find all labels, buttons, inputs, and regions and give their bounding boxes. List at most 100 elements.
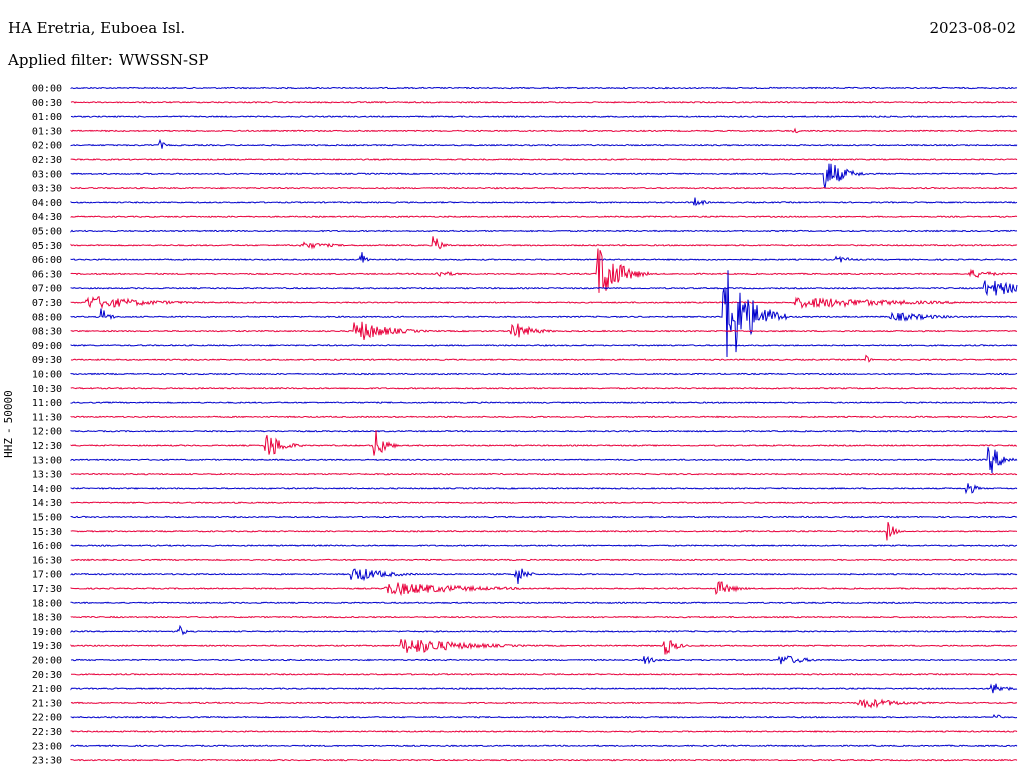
- time-tick-label: 11:30: [32, 412, 62, 423]
- trace-line: [70, 615, 1018, 619]
- date-label: 2023-08-02: [929, 19, 1016, 37]
- time-tick-label: 23:30: [32, 756, 62, 767]
- trace-line: [70, 86, 1018, 90]
- time-tick-label: 15:30: [32, 527, 62, 538]
- trace-line: [70, 386, 1018, 390]
- time-tick-label: 08:30: [32, 327, 62, 338]
- time-tick-label: 21:30: [32, 698, 62, 709]
- trace-line: [70, 558, 1018, 562]
- trace-line: [70, 601, 1018, 605]
- trace-line: [70, 639, 1018, 655]
- trace-line: [70, 197, 1018, 207]
- time-tick-label: 20:00: [32, 656, 62, 667]
- trace-line: [70, 127, 1018, 134]
- time-tick-label: 12:00: [32, 427, 62, 438]
- trace-line: [70, 447, 1018, 474]
- time-tick-label: 17:00: [32, 570, 62, 581]
- trace-line: [71, 672, 1018, 676]
- time-tick-label: 09:00: [32, 341, 62, 352]
- trace-line: [70, 372, 1018, 376]
- trace-line: [70, 280, 1018, 297]
- trace-line: [70, 252, 1018, 263]
- time-tick-label: 17:30: [32, 584, 62, 595]
- time-tick-label: 04:00: [32, 198, 62, 209]
- trace-line: [70, 429, 1018, 433]
- time-tick-label: 21:00: [32, 684, 62, 695]
- time-tick-label: 13:00: [32, 455, 62, 466]
- trace-line: [70, 472, 1018, 476]
- trace-line: [70, 568, 1018, 585]
- trace-line: [70, 186, 1018, 190]
- time-tick-label: 19:30: [32, 641, 62, 652]
- time-tick-label: 03:30: [32, 184, 62, 195]
- trace-line: [70, 321, 1018, 340]
- time-tick-label: 09:30: [32, 355, 62, 366]
- time-tick-label: 18:00: [32, 598, 62, 609]
- time-tick-label: 19:00: [32, 627, 62, 638]
- trace-line: [70, 430, 1017, 456]
- trace-line: [70, 501, 1018, 505]
- time-tick-label: 00:30: [32, 98, 62, 109]
- time-tick-label: 07:00: [32, 284, 62, 295]
- filter-label: Applied filter: WWSSN-SP: [8, 51, 209, 69]
- trace-line: [70, 138, 1018, 149]
- station-title: HA Eretria, Euboea Isl.: [8, 19, 186, 37]
- trace-line: [70, 354, 1018, 363]
- trace-line: [70, 655, 1017, 665]
- trace-line: [70, 758, 1018, 762]
- time-tick-label: 02:30: [32, 155, 62, 166]
- time-tick-label: 06:30: [32, 269, 62, 280]
- time-tick-label: 05:00: [32, 227, 62, 238]
- trace-line: [70, 730, 1018, 733]
- trace-line: [70, 544, 1018, 547]
- trace-line: [70, 158, 1018, 161]
- trace-line: [70, 713, 1018, 719]
- time-tick-label: 00:00: [32, 84, 62, 95]
- trace-line: [70, 483, 1018, 495]
- trace-line: [70, 296, 1018, 310]
- time-tick-label: 23:00: [32, 741, 62, 752]
- trace-line: [70, 344, 1018, 347]
- filter-caption: Applied filter:: [8, 51, 113, 69]
- trace-line: [70, 624, 1018, 636]
- trace-line: [70, 236, 1018, 250]
- trace-line: [70, 515, 1018, 519]
- time-tick-label: 22:30: [32, 727, 62, 738]
- trace-line: [70, 270, 1018, 358]
- time-tick-label: 10:00: [32, 370, 62, 381]
- trace-line: [70, 163, 1018, 189]
- time-tick-label: 22:00: [32, 713, 62, 724]
- time-tick-label: 13:30: [32, 470, 62, 481]
- trace-line: [70, 744, 1018, 748]
- trace-line: [70, 683, 1018, 694]
- time-tick-label: 20:30: [32, 670, 62, 681]
- trace-line: [70, 522, 1018, 541]
- time-tick-label: 16:00: [32, 541, 62, 552]
- trace-line: [70, 215, 1018, 218]
- time-tick-label: 11:00: [32, 398, 62, 409]
- time-tick-label: 02:00: [32, 141, 62, 152]
- time-tick-label: 12:30: [32, 441, 62, 452]
- time-tick-label: 15:00: [32, 513, 62, 524]
- time-tick-label: 07:30: [32, 298, 62, 309]
- trace-line: [70, 229, 1018, 233]
- time-tick-label: 04:30: [32, 212, 62, 223]
- time-tick-label: 16:30: [32, 555, 62, 566]
- time-tick-label: 03:00: [32, 169, 62, 180]
- trace-line: [70, 415, 1018, 419]
- time-tick-label: 08:00: [32, 312, 62, 323]
- trace-line: [70, 401, 1018, 404]
- trace-line: [70, 248, 1018, 293]
- time-tick-label: 14:00: [32, 484, 62, 495]
- time-tick-label: 06:00: [32, 255, 62, 266]
- trace-line: [70, 698, 1018, 709]
- time-tick-label: 05:30: [32, 241, 62, 252]
- time-tick-label: 01:00: [32, 112, 62, 123]
- filter-value: WWSSN-SP: [118, 51, 209, 69]
- time-tick-label: 18:30: [32, 613, 62, 624]
- trace-line: [70, 580, 1018, 597]
- trace-line: [70, 115, 1018, 118]
- time-tick-label: 10:30: [32, 384, 62, 395]
- time-tick-label: 14:30: [32, 498, 62, 509]
